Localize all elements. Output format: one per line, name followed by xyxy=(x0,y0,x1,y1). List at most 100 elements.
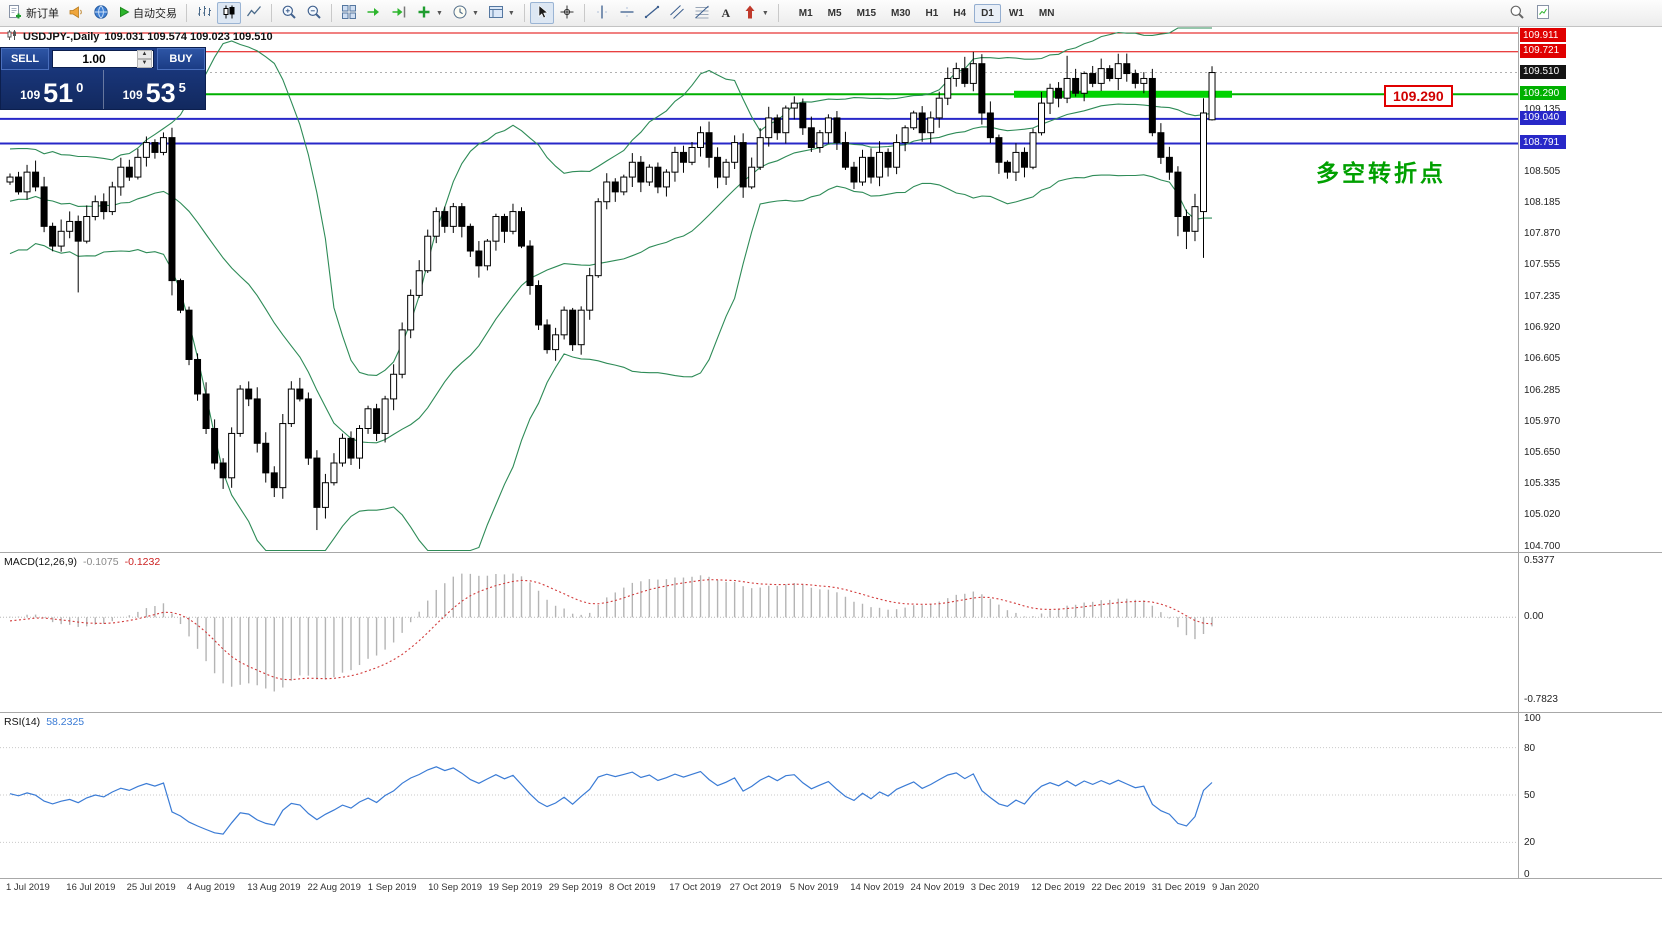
time-axis-label: 22 Aug 2019 xyxy=(307,882,361,893)
search-icon xyxy=(1509,4,1525,23)
indicators-plus-icon xyxy=(416,4,432,23)
chevron-down-icon: ▼ xyxy=(471,9,479,17)
horizontal-line-icon xyxy=(619,4,635,23)
chart-title-line: USDJPY-,Daily 109.031 109.574 109.023 10… xyxy=(6,29,273,44)
fibonacci-button[interactable] xyxy=(690,2,714,24)
community-button[interactable] xyxy=(89,2,113,24)
templates-button[interactable]: ▼ xyxy=(484,2,519,24)
arrows-button[interactable]: ▼ xyxy=(738,2,773,24)
price-axis[interactable]: 109.135 108.505 108.185 107.870 107.555 107.2… xyxy=(1520,0,1662,896)
new-chart-button[interactable] xyxy=(1531,2,1555,24)
macd-scale-tick: -0.7823 xyxy=(1524,693,1558,705)
cursor-button[interactable] xyxy=(529,2,554,24)
sell-price-big: 51 xyxy=(43,78,74,108)
lot-increase-button[interactable]: ▲ xyxy=(137,50,152,59)
timeframe-button-m5[interactable]: M5 xyxy=(821,4,849,23)
time-axis-label: 4 Aug 2019 xyxy=(186,882,235,893)
timeframe-button-h1[interactable]: H1 xyxy=(918,4,945,23)
time-axis-label: 22 Dec 2019 xyxy=(1091,882,1146,893)
price-tick: 109.135 xyxy=(1524,103,1561,115)
time-axis-label: 24 Nov 2019 xyxy=(910,882,965,893)
zoom-in-icon xyxy=(281,4,297,23)
bar-chart-button[interactable] xyxy=(192,2,216,24)
indicators-button[interactable]: ▼ xyxy=(412,2,447,24)
price-tick: 107.870 xyxy=(1524,228,1561,240)
chart-symbol-icon xyxy=(6,29,18,44)
toolbar: 新订单 自动交易 ▼ ▼ ▼ xyxy=(0,0,1662,27)
timeframe-button-m1[interactable]: M1 xyxy=(792,4,820,23)
time-axis[interactable]: 1 Jul 2019 16 Jul 2019 25 Jul 2019 4 Aug 20… xyxy=(0,879,1662,896)
chevron-down-icon: ▼ xyxy=(436,9,443,17)
globe-icon xyxy=(93,4,109,23)
sell-button[interactable]: SELL xyxy=(1,48,49,70)
autotrading-label: 自动交易 xyxy=(133,8,177,20)
new-order-icon xyxy=(7,4,23,23)
price-line-label: 109.911 xyxy=(1520,28,1566,42)
timeframe-button-mn[interactable]: MN xyxy=(1032,4,1062,23)
search-button[interactable] xyxy=(1505,2,1529,24)
vertical-line-button[interactable] xyxy=(590,2,614,24)
tile-windows-button[interactable] xyxy=(337,2,361,24)
chart-doc-icon xyxy=(1535,4,1551,23)
timeframe-button-h4[interactable]: H4 xyxy=(946,4,973,23)
channel-button[interactable] xyxy=(665,2,689,24)
price-tick: 104.700 xyxy=(1524,540,1561,552)
time-axis-label: 29 Sep 2019 xyxy=(548,882,603,893)
toolbar-separator xyxy=(186,4,187,22)
horn-icon xyxy=(68,4,84,23)
timeframe-button-d1[interactable]: D1 xyxy=(974,3,1001,23)
chart-text-annotation: 多空转折点 xyxy=(1316,160,1446,186)
chevron-down-icon: ▼ xyxy=(761,9,769,17)
price-line-label: 109.721 xyxy=(1520,43,1566,58)
time-axis-label: 16 Jul 2019 xyxy=(66,882,116,893)
zoom-out-button[interactable] xyxy=(302,2,326,24)
new-order-button[interactable]: 新订单 xyxy=(3,2,63,24)
auto-scroll-button[interactable] xyxy=(362,2,386,24)
time-axis-label: 31 Dec 2019 xyxy=(1151,882,1206,893)
chart-symbol-title: USDJPY-,Daily xyxy=(23,30,100,43)
time-axis-label: 8 Oct 2019 xyxy=(609,882,656,893)
price-tick: 106.285 xyxy=(1524,384,1561,396)
horizontal-level-lines xyxy=(0,32,1518,145)
horizontal-line-button[interactable] xyxy=(615,2,639,24)
price-tick: 107.555 xyxy=(1524,259,1561,271)
chart-shift-icon xyxy=(391,4,407,23)
price-tick: 108.185 xyxy=(1524,197,1561,209)
candlestick-chart-button[interactable] xyxy=(217,2,241,24)
trendline-icon xyxy=(644,4,660,23)
timeframe-button-w1[interactable]: W1 xyxy=(1002,4,1031,23)
timeframe-button-m15[interactable]: M15 xyxy=(850,4,883,23)
periods-button[interactable]: ▼ xyxy=(448,2,483,24)
autotrading-button[interactable]: 自动交易 xyxy=(114,2,181,24)
lot-size-input[interactable] xyxy=(53,51,135,67)
buy-price-button[interactable]: 109 53 5 xyxy=(102,70,206,109)
trendline-button[interactable] xyxy=(640,2,664,24)
rsi-value: 58.2325 xyxy=(46,716,85,728)
buy-price-prefix: 109 xyxy=(122,88,143,102)
line-chart-button[interactable] xyxy=(242,2,266,24)
candlestick-chart-icon xyxy=(221,4,237,23)
sell-price-button[interactable]: 109 51 0 xyxy=(1,70,103,109)
price-tick: 106.605 xyxy=(1524,352,1561,364)
arrow-stamp-icon xyxy=(742,4,758,23)
toolbar-separator xyxy=(331,4,332,22)
chart-shift-button[interactable] xyxy=(387,2,411,24)
clock-icon xyxy=(452,4,468,23)
buy-price-big: 53 xyxy=(145,78,176,108)
buy-button[interactable]: BUY xyxy=(157,48,205,70)
zoom-in-button[interactable] xyxy=(277,2,301,24)
price-tick: 105.020 xyxy=(1524,509,1561,521)
lot-stepper: ▲ ▼ xyxy=(137,50,152,68)
price-tick: 105.970 xyxy=(1524,415,1561,427)
lot-decrease-button[interactable]: ▼ xyxy=(137,59,152,68)
sound-alert-button[interactable] xyxy=(64,2,88,24)
time-axis-label: 17 Oct 2019 xyxy=(669,882,722,893)
rsi-scale-tick: 50 xyxy=(1524,790,1536,801)
text-button[interactable]: A xyxy=(715,2,737,24)
price-tick: 106.920 xyxy=(1524,321,1561,333)
macd-main-value: -0.1075 xyxy=(82,556,119,568)
crosshair-button[interactable] xyxy=(555,2,579,24)
timeframe-button-m30[interactable]: M30 xyxy=(884,4,917,23)
timeframe-group: M1 M5 M15 M30 H1 H4 D1 W1 MN xyxy=(792,3,1062,23)
